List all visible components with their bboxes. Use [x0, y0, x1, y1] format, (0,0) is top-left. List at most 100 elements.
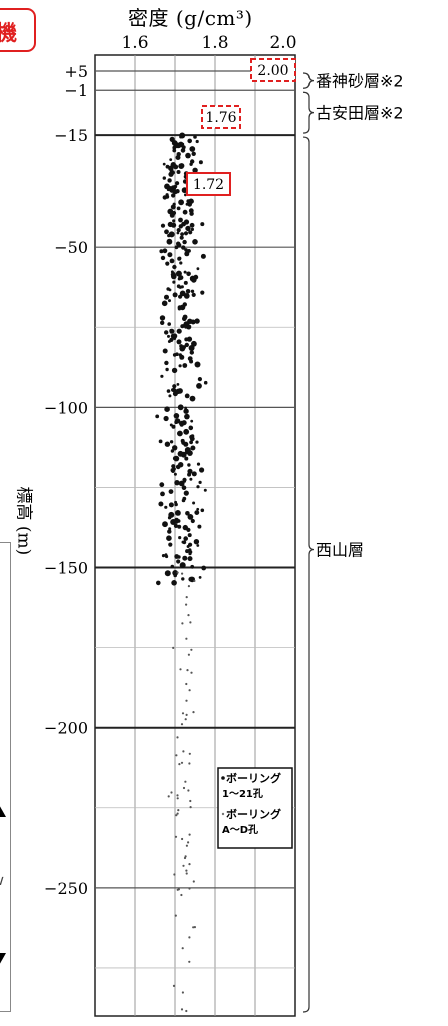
data-point-boring-A-D [181, 947, 184, 950]
data-point-boring-A-D [180, 723, 184, 726]
data-point-boring-1-21 [165, 261, 170, 266]
data-point-boring-1-21 [189, 440, 194, 445]
data-point-boring-1-21 [165, 367, 169, 372]
data-point-boring-1-21 [164, 330, 169, 335]
data-point-boring-1-21 [162, 195, 167, 200]
y-tick-label: −200 [44, 719, 88, 738]
plot-frame [94, 54, 296, 1017]
data-point-boring-1-21 [188, 198, 194, 204]
data-point-boring-1-21 [185, 225, 191, 232]
layer-brace [302, 91, 315, 134]
data-point-boring-1-21 [197, 377, 202, 382]
data-point-boring-A-D [167, 795, 170, 798]
legend-marker [221, 776, 225, 780]
data-point-boring-1-21 [167, 178, 172, 183]
data-point-boring-1-21 [172, 145, 177, 150]
data-point-boring-A-D [172, 984, 176, 988]
data-point-boring-1-21 [187, 533, 192, 538]
data-point-boring-1-21 [188, 542, 193, 547]
data-point-boring-A-D [176, 812, 179, 815]
data-point-boring-A-D [188, 887, 191, 890]
data-point-boring-1-21 [177, 450, 184, 457]
y-tick-label: −250 [44, 879, 88, 898]
data-point-boring-A-D [189, 621, 192, 624]
data-point-boring-1-21 [176, 231, 180, 235]
data-point-boring-1-21 [190, 445, 196, 451]
data-point-boring-1-21 [189, 434, 194, 440]
data-point-boring-A-D [185, 844, 188, 847]
data-point-boring-A-D [181, 991, 184, 994]
data-point-boring-A-D [188, 960, 191, 963]
data-point-boring-1-21 [188, 208, 194, 214]
data-point-boring-1-21 [155, 414, 160, 419]
data-point-boring-1-21 [178, 462, 184, 468]
data-point-boring-A-D [175, 754, 178, 757]
data-point-boring-A-D [189, 806, 192, 809]
legend-label-line1: ボーリング [226, 807, 281, 821]
data-point-boring-1-21 [188, 552, 192, 556]
data-point-boring-1-21 [164, 570, 171, 577]
layer-name-label: 番神砂層※2 [316, 72, 404, 91]
data-point-boring-1-21 [168, 502, 174, 508]
data-point-boring-1-21 [196, 267, 200, 271]
data-point-boring-1-21 [190, 518, 195, 524]
data-point-boring-1-21 [175, 181, 180, 186]
data-point-boring-1-21 [188, 576, 194, 582]
data-point-boring-1-21 [178, 217, 183, 223]
data-point-boring-1-21 [176, 170, 181, 174]
data-point-boring-1-21 [169, 169, 175, 176]
data-point-boring-1-21 [177, 404, 184, 411]
data-point-boring-A-D [184, 780, 187, 783]
data-point-boring-1-21 [165, 193, 169, 197]
data-point-boring-1-21 [196, 544, 200, 547]
data-point-boring-1-21 [164, 294, 169, 300]
data-point-boring-1-21 [175, 155, 181, 160]
data-point-boring-1-21 [171, 464, 176, 469]
data-point-boring-1-21 [173, 413, 180, 419]
data-point-boring-1-21 [162, 162, 166, 166]
data-point-boring-1-21 [194, 318, 200, 324]
density-value-label: 1.72 [193, 177, 224, 193]
data-point-boring-1-21 [190, 289, 195, 293]
data-point-boring-1-21 [165, 164, 170, 169]
data-point-boring-1-21 [175, 270, 182, 277]
data-point-boring-1-21 [183, 490, 189, 496]
data-point-boring-1-21 [182, 555, 188, 561]
chart-title: 密度 (g/cm³) [128, 6, 253, 30]
data-point-boring-1-21 [178, 353, 182, 357]
data-point-boring-1-21 [196, 507, 200, 511]
data-point-boring-1-21 [190, 564, 195, 569]
y-tick-label: −50 [54, 238, 88, 257]
data-point-boring-1-21 [172, 353, 177, 357]
data-point-boring-1-21 [193, 539, 200, 545]
data-point-boring-1-21 [168, 489, 174, 494]
data-point-boring-1-21 [194, 510, 200, 515]
left-side-panel: ∨ [0, 542, 11, 1012]
data-point-boring-1-21 [183, 428, 190, 435]
data-point-boring-A-D [188, 936, 191, 939]
data-point-boring-1-21 [168, 231, 175, 238]
data-point-boring-1-21 [160, 320, 165, 325]
data-point-boring-A-D [187, 614, 190, 617]
data-point-boring-1-21 [170, 272, 176, 278]
data-point-boring-1-21 [189, 477, 193, 481]
x-tick-label: 1.6 [121, 33, 148, 53]
data-point-boring-1-21 [166, 389, 171, 393]
data-point-boring-1-21 [188, 345, 195, 351]
data-point-boring-A-D [181, 622, 184, 625]
data-point-boring-A-D [185, 603, 188, 606]
data-point-boring-1-21 [173, 523, 178, 529]
data-point-boring-1-21 [191, 277, 197, 283]
data-point-boring-1-21 [179, 344, 184, 348]
data-point-boring-1-21 [187, 514, 194, 520]
data-point-boring-1-21 [193, 135, 197, 139]
data-point-boring-1-21 [183, 231, 189, 236]
data-point-boring-1-21 [172, 292, 178, 298]
data-point-boring-1-21 [182, 239, 187, 245]
data-point-boring-1-21 [190, 227, 194, 231]
data-point-boring-1-21 [163, 415, 169, 422]
data-point-boring-1-21 [160, 223, 166, 228]
data-point-boring-1-21 [176, 559, 181, 564]
data-point-boring-1-21 [177, 256, 182, 261]
data-point-boring-1-21 [164, 229, 169, 235]
